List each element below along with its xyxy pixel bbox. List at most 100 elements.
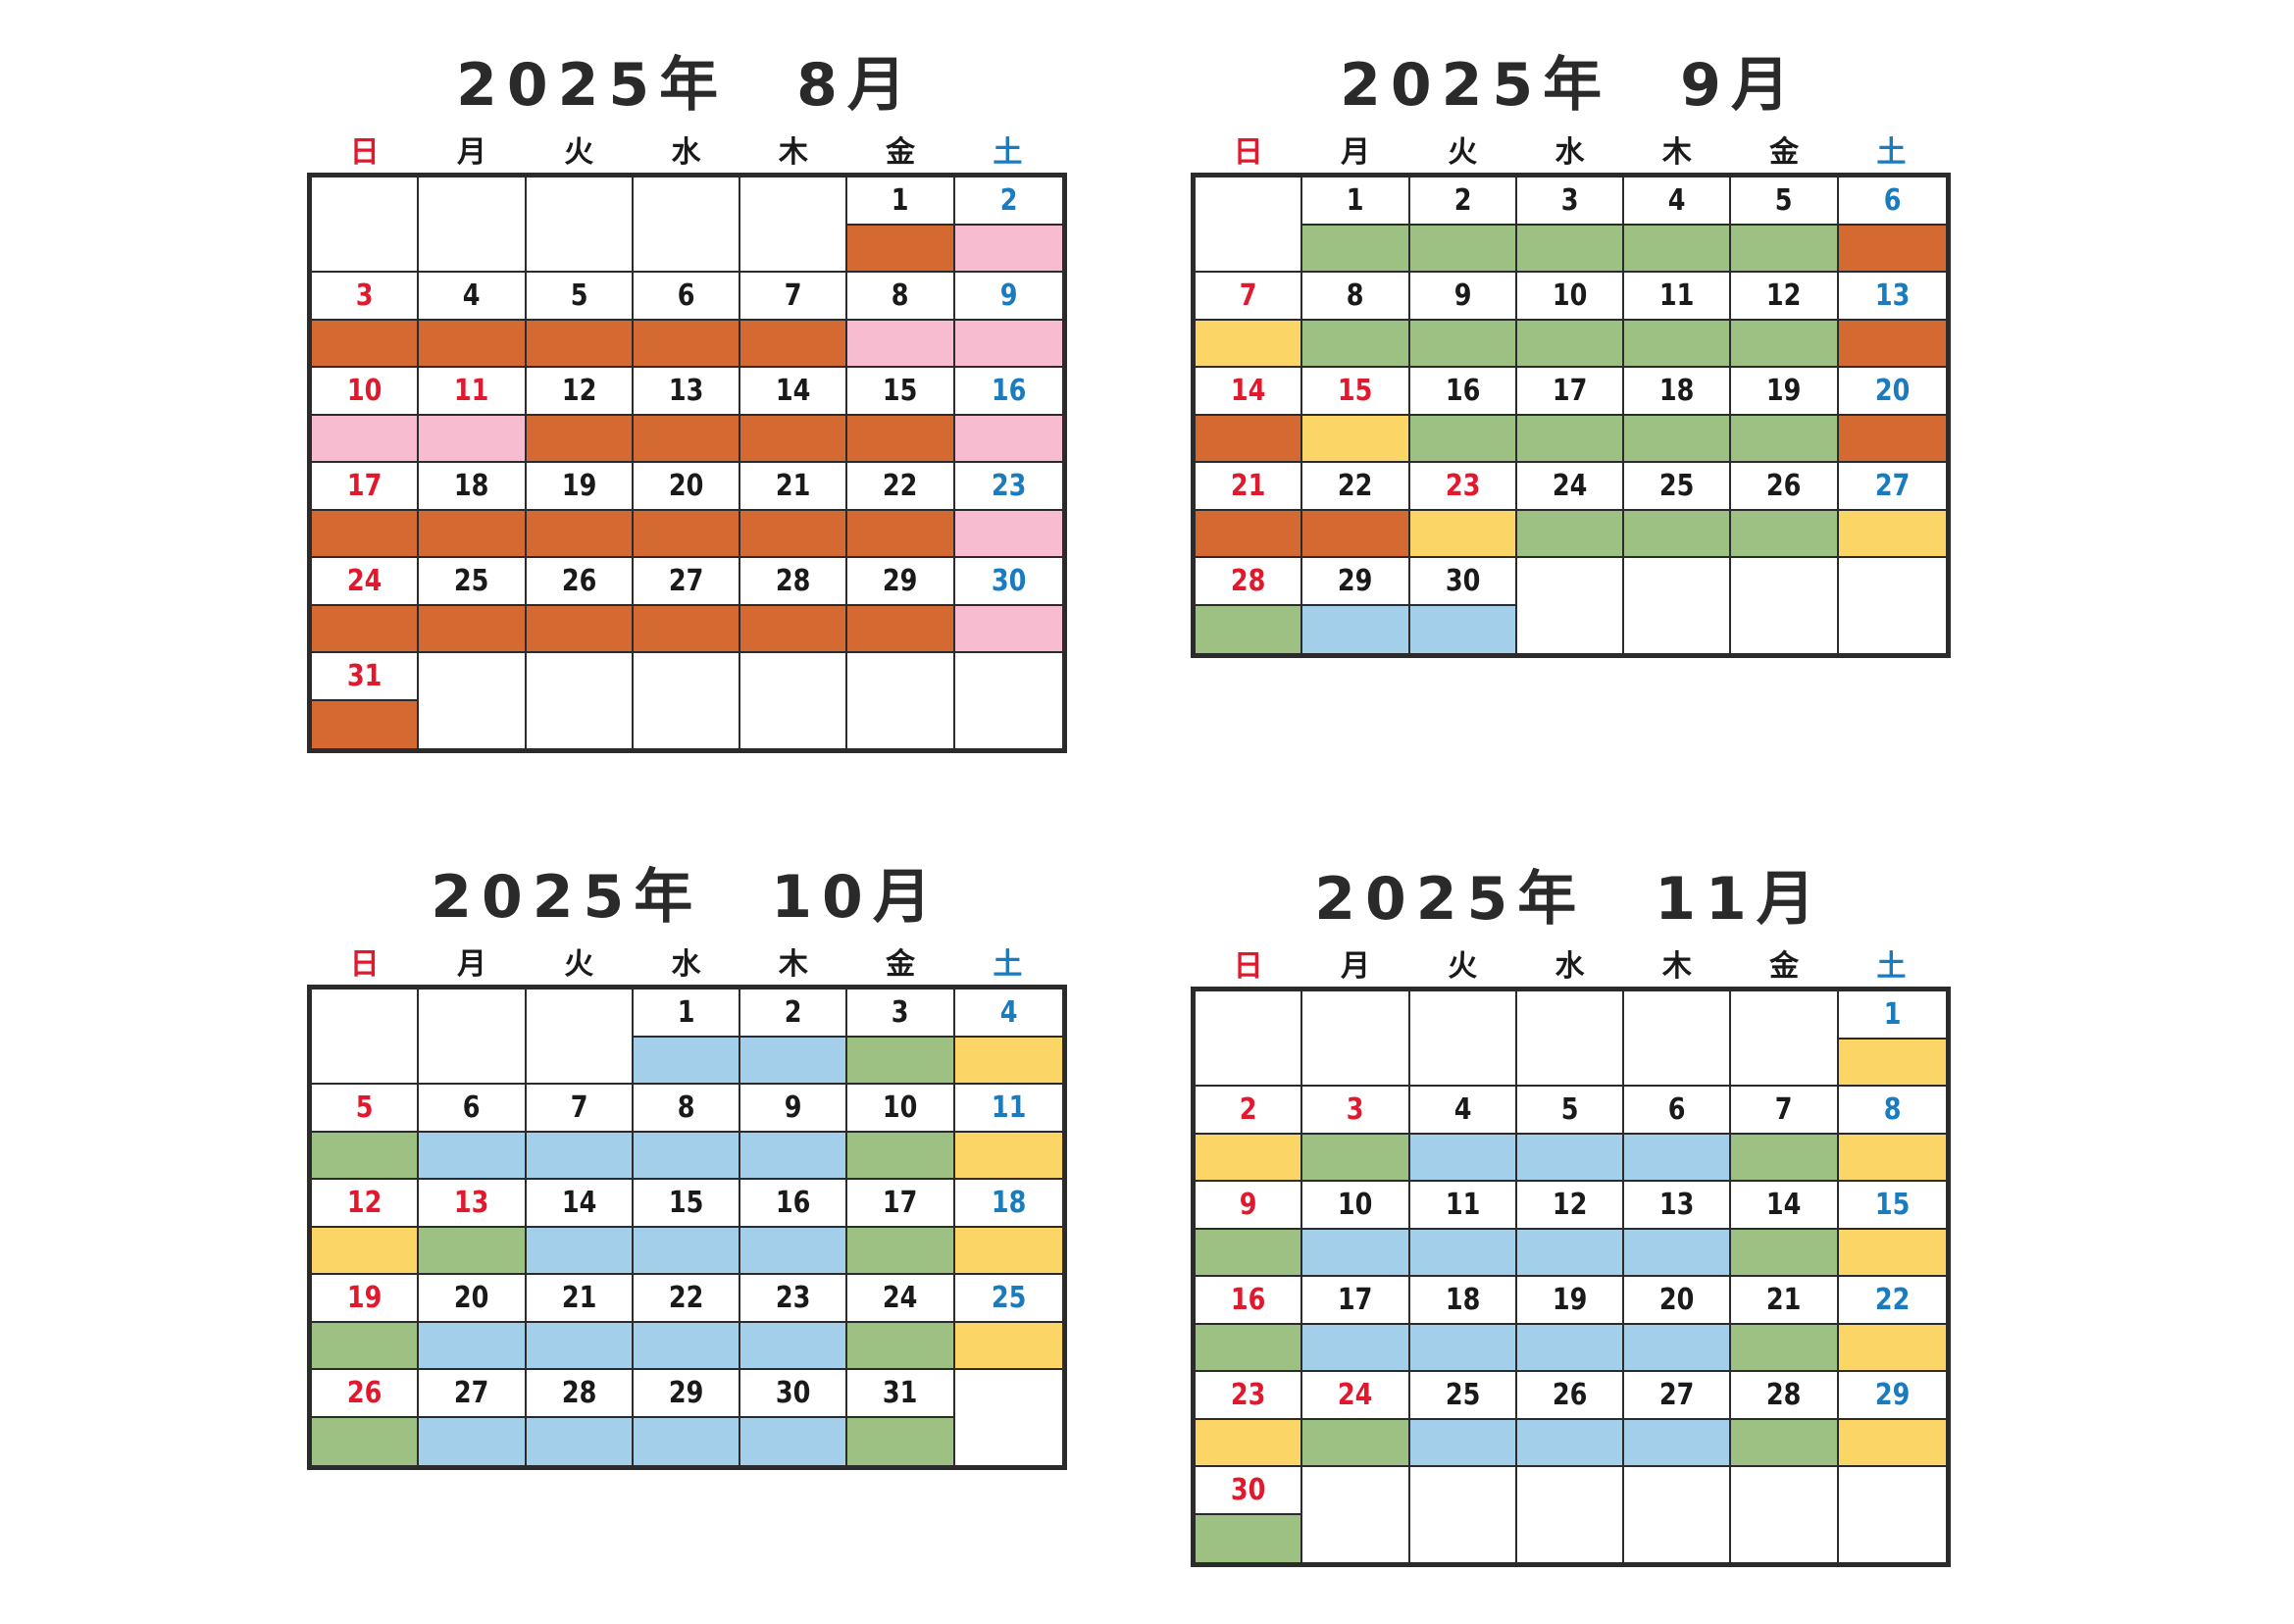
day-cell: 20 — [1624, 1277, 1732, 1372]
day-number: 15 — [1338, 374, 1373, 408]
schedule-band — [526, 509, 632, 556]
day-number: 21 — [776, 469, 811, 503]
day-cell: 8 — [847, 273, 955, 368]
day-cell: 15 — [633, 1180, 741, 1275]
day-number: 28 — [561, 1376, 596, 1410]
schedule-band — [1731, 1323, 1837, 1370]
schedule-band — [526, 414, 632, 461]
day-number: 29 — [883, 564, 918, 598]
day-cell: 24 — [1302, 1372, 1410, 1467]
day-cell: 19 — [312, 1275, 420, 1370]
day-number: 16 — [1445, 374, 1480, 408]
day-number: 14 — [561, 1186, 596, 1220]
day-number: 23 — [991, 469, 1027, 503]
day-number: 2 — [999, 183, 1018, 218]
day-cell: 3 — [1516, 178, 1625, 273]
day-number: 17 — [1552, 374, 1588, 408]
schedule-band — [1624, 414, 1730, 461]
day-cell: 2 — [1196, 1087, 1303, 1182]
day-number: 20 — [668, 469, 704, 503]
day-number: 10 — [883, 1091, 918, 1125]
empty-cell — [1302, 1467, 1410, 1562]
day-cell: 15 — [1838, 1182, 1947, 1277]
empty-cell — [633, 653, 741, 748]
day-cell: 25 — [954, 1275, 1063, 1370]
day-number: 1 — [892, 183, 909, 218]
schedule-band — [847, 1226, 953, 1273]
day-number: 26 — [346, 1376, 382, 1410]
schedule-band — [1731, 1418, 1837, 1465]
day-number: 12 — [1552, 1188, 1588, 1222]
day-cell: 11 — [419, 368, 527, 463]
schedule-band — [1196, 604, 1301, 653]
day-cell: 21 — [526, 1275, 634, 1370]
schedule-band — [847, 509, 953, 556]
schedule-band — [1838, 1038, 1947, 1085]
schedule-band — [1624, 1228, 1730, 1275]
day-number: 10 — [1552, 279, 1588, 313]
schedule-band — [1302, 1323, 1408, 1370]
day-number: 30 — [776, 1376, 811, 1410]
schedule-band — [740, 1416, 846, 1465]
weekday-label: 火 — [564, 947, 594, 982]
day-number: 11 — [991, 1091, 1027, 1125]
schedule-band — [1838, 1228, 1947, 1275]
day-cell: 12 — [312, 1180, 420, 1275]
day-cell: 2 — [954, 178, 1063, 273]
schedule-band — [1302, 509, 1408, 556]
weekday-label: 月 — [1340, 135, 1370, 170]
day-number: 6 — [677, 279, 695, 313]
schedule-band — [633, 1131, 739, 1178]
weekday-label: 日 — [1233, 135, 1263, 170]
day-number: 26 — [1552, 1378, 1588, 1412]
weekday-label: 水 — [671, 135, 701, 170]
day-cell: 4 — [954, 990, 1063, 1085]
day-number: 11 — [1659, 279, 1695, 313]
day-cell: 4 — [419, 273, 527, 368]
day-cell: 1 — [633, 990, 741, 1085]
weekday-label: 金 — [886, 947, 916, 982]
weekday-label: 日 — [349, 947, 380, 982]
day-number: 7 — [570, 1091, 588, 1125]
weekday-label: 日 — [1233, 949, 1263, 984]
day-cell: 29 — [1838, 1372, 1947, 1467]
day-number: 25 — [991, 1281, 1027, 1315]
schedule-band — [954, 1036, 1063, 1083]
day-number: 31 — [883, 1376, 918, 1410]
empty-cell — [1838, 1467, 1947, 1562]
day-cell: 29 — [633, 1370, 741, 1465]
weekday-label: 土 — [993, 947, 1023, 982]
day-cell: 3 — [1302, 1087, 1410, 1182]
day-number: 2 — [1453, 183, 1472, 218]
day-number: 29 — [1874, 1378, 1911, 1412]
schedule-band — [1302, 1418, 1408, 1465]
schedule-band — [1731, 319, 1837, 366]
schedule-band — [1302, 1133, 1408, 1180]
day-cell: 14 — [740, 368, 848, 463]
schedule-band — [1196, 1513, 1301, 1562]
schedule-band — [633, 1036, 739, 1083]
schedule-band — [1409, 1228, 1515, 1275]
day-number: 15 — [883, 374, 918, 408]
schedule-band — [1838, 414, 1947, 461]
day-number: 20 — [1874, 374, 1911, 408]
weekday-label: 水 — [1555, 135, 1585, 170]
schedule-band — [1409, 414, 1515, 461]
schedule-band — [1196, 414, 1301, 461]
schedule-band — [1302, 1228, 1408, 1275]
weekday-label: 金 — [886, 135, 916, 170]
day-number: 4 — [999, 995, 1018, 1030]
day-cell: 7 — [740, 273, 848, 368]
day-number: 17 — [883, 1186, 918, 1220]
day-number: 29 — [668, 1376, 704, 1410]
empty-cell — [1624, 1467, 1732, 1562]
day-number: 13 — [1659, 1188, 1695, 1222]
day-number: 9 — [784, 1091, 802, 1125]
day-cell: 22 — [847, 463, 955, 558]
day-number: 3 — [1347, 1092, 1364, 1127]
schedule-band — [1196, 1418, 1301, 1465]
day-cell: 1 — [1838, 991, 1947, 1087]
day-number: 13 — [668, 374, 704, 408]
weekday-label: 火 — [1448, 135, 1478, 170]
day-number: 27 — [1659, 1378, 1695, 1412]
